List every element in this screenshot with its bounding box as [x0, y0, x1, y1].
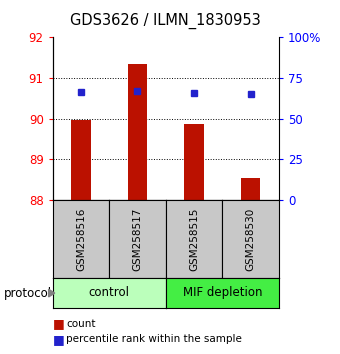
Text: GSM258517: GSM258517	[133, 207, 142, 271]
Bar	[241, 178, 260, 200]
Text: control: control	[89, 286, 130, 299]
Bar	[128, 64, 147, 200]
Text: GSM258530: GSM258530	[245, 207, 256, 270]
Text: ■: ■	[53, 318, 65, 330]
Text: percentile rank within the sample: percentile rank within the sample	[66, 334, 242, 344]
Text: count: count	[66, 319, 96, 329]
Bar	[71, 120, 91, 200]
Text: ■: ■	[53, 333, 65, 346]
Text: GDS3626 / ILMN_1830953: GDS3626 / ILMN_1830953	[69, 12, 260, 29]
Text: GSM258516: GSM258516	[76, 207, 86, 271]
Text: MIF depletion: MIF depletion	[183, 286, 262, 299]
Text: GSM258515: GSM258515	[189, 207, 199, 271]
Bar	[184, 124, 204, 200]
Text: protocol: protocol	[3, 287, 52, 299]
